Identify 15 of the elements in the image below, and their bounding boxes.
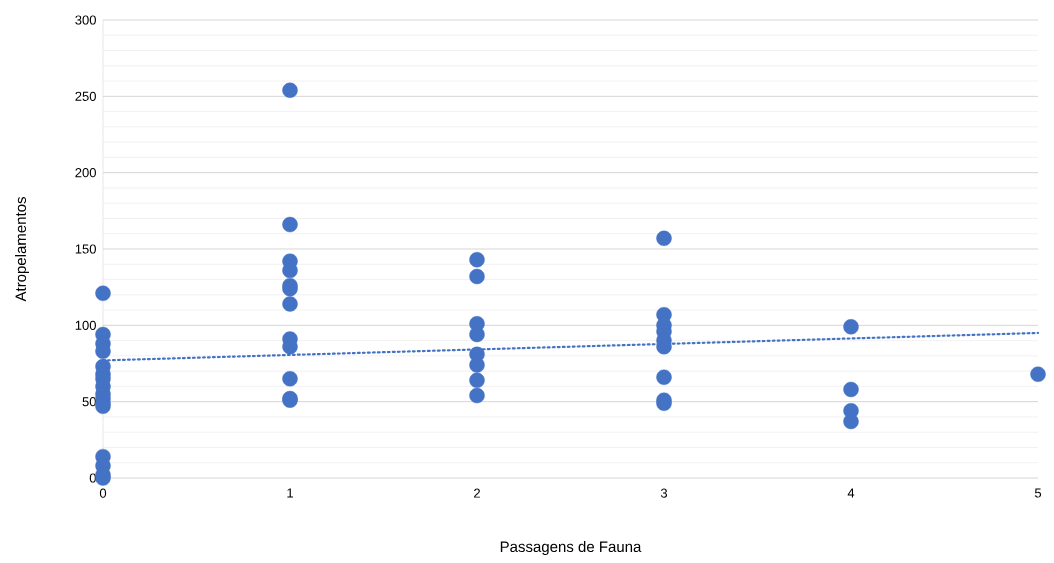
y-axis-title: Atropelamentos <box>15 197 29 302</box>
y-tick-label: 100 <box>75 320 96 330</box>
x-tick-label: 0 <box>99 488 107 498</box>
y-tick-label: 300 <box>75 15 96 25</box>
y-tick-label: 150 <box>75 244 96 254</box>
y-tick-label: 200 <box>75 168 96 178</box>
y-tick-label: 250 <box>75 91 96 101</box>
y-tick-label: 0 <box>89 473 96 483</box>
x-tick-label: 4 <box>847 488 855 498</box>
x-tick-label: 5 <box>1034 488 1042 498</box>
x-axis-title: Passagens de Fauna <box>500 541 642 555</box>
x-tick-label: 1 <box>287 488 293 498</box>
x-tick-label: 2 <box>474 488 480 498</box>
y-tick-label: 50 <box>82 397 96 407</box>
x-tick-label: 3 <box>660 488 668 498</box>
